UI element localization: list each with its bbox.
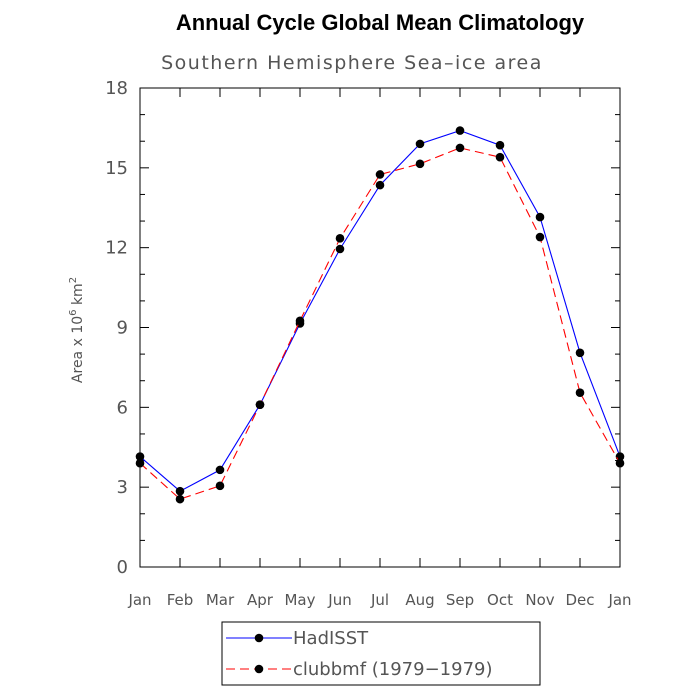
x-tick-label: Jun (327, 591, 351, 609)
data-point (415, 159, 425, 169)
data-point (535, 232, 545, 242)
data-point (495, 152, 505, 162)
x-tick-label: Dec (565, 591, 594, 609)
legend-marker (254, 664, 264, 674)
data-point (335, 244, 345, 254)
x-tick-label: Oct (487, 591, 513, 609)
legend-box (221, 621, 541, 686)
tick-marks (139, 87, 621, 568)
x-tick-label: Mar (206, 591, 235, 609)
x-tick-label: Feb (167, 591, 194, 609)
y-tick-label: 15 (105, 158, 128, 179)
x-tick-label: May (284, 591, 315, 609)
data-point (615, 458, 625, 468)
data-point (335, 234, 345, 243)
x-tick-label: Jan (607, 591, 631, 609)
chart-subtitle: Southern Hemisphere Sea–ice area (161, 52, 543, 74)
x-tick-label: Jul (370, 591, 389, 609)
data-point (495, 140, 505, 150)
data-point (455, 143, 465, 153)
legend-marker (254, 633, 264, 643)
data-point (455, 126, 465, 135)
chart-title: Annual Cycle Global Mean Climatology (176, 10, 585, 35)
y-tick-label: 3 (117, 477, 128, 498)
y-tick-label: 9 (117, 318, 128, 339)
data-point (575, 348, 585, 358)
data-point (415, 139, 425, 149)
data-point (175, 486, 185, 496)
y-tick-label: 18 (105, 78, 128, 99)
data-point (215, 481, 225, 491)
y-tick-labels: 0 3 6 9 12 15 18 (105, 78, 128, 578)
x-tick-label: Nov (525, 591, 554, 609)
legend-label: HadISST (293, 628, 369, 649)
data-point (295, 316, 305, 326)
y-tick-label: 12 (105, 238, 128, 259)
data-point (575, 388, 585, 397)
series-2 (135, 143, 625, 504)
x-tick-label: Apr (247, 591, 274, 609)
data-point (535, 212, 545, 222)
series-line (139, 147, 621, 500)
data-point (215, 465, 225, 475)
x-tick-label: Sep (446, 591, 474, 609)
data-point (135, 458, 145, 468)
data-point (255, 400, 265, 409)
y-tick-label: 0 (117, 557, 128, 578)
x-tick-label: Jan (127, 591, 151, 609)
y-axis-label: Area x 106 km2 (68, 277, 86, 383)
data-point (135, 452, 145, 461)
series-layer (135, 126, 625, 504)
legend-label: clubbmf (1979−1979) (293, 659, 493, 680)
data-point (375, 170, 385, 179)
plot-frame (139, 87, 621, 568)
x-tick-label: Aug (405, 591, 434, 609)
y-tick-label: 6 (117, 397, 128, 418)
data-point (175, 494, 185, 504)
x-tick-labels: Jan Feb Mar Apr May Jun Jul Aug Sep Oct Nov Dec Jan (127, 591, 631, 609)
series-1 (135, 126, 625, 496)
legend: HadISST clubbmf (1979−1979) (226, 628, 493, 680)
data-point (375, 180, 385, 190)
